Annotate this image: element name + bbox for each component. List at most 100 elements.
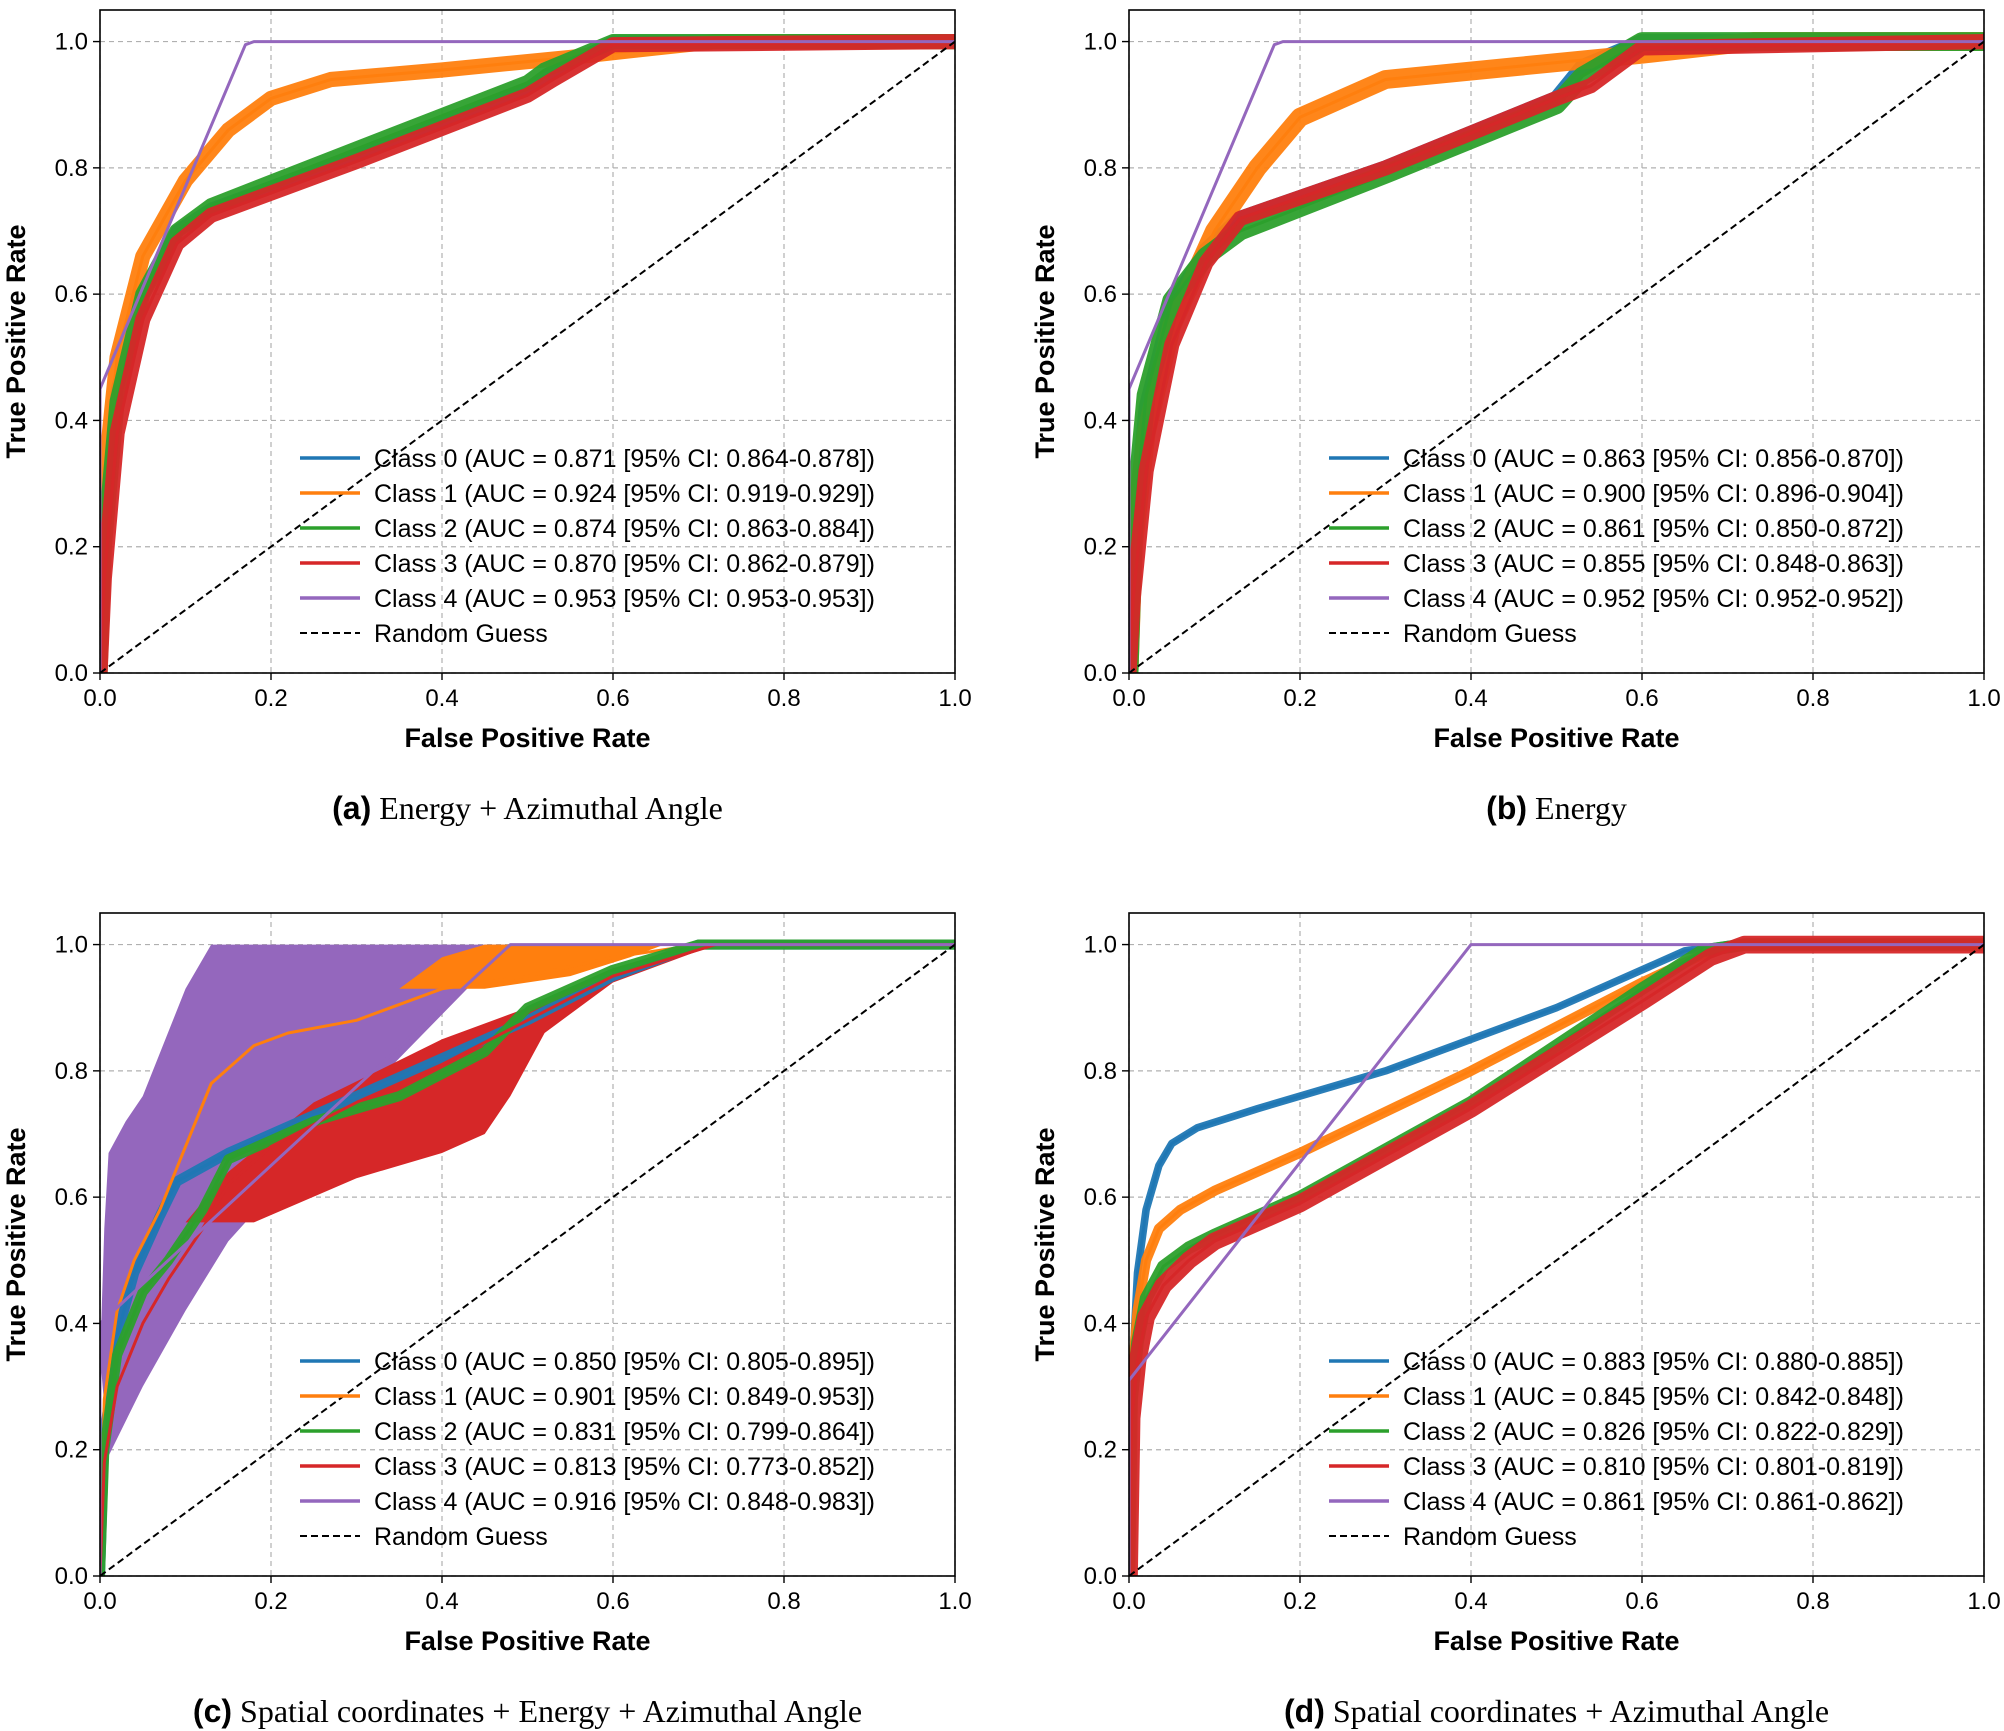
legend: Class 0 (AUC = 0.883 [95% CI: 0.880-0.88…	[1329, 1348, 1904, 1551]
legend-label: Class 2 (AUC = 0.874 [95% CI: 0.863-0.88…	[374, 515, 875, 543]
random-guess-line	[1129, 943, 1984, 1576]
x-tick-label: 0.2	[254, 1588, 287, 1615]
legend: Class 0 (AUC = 0.871 [95% CI: 0.864-0.87…	[300, 445, 875, 648]
x-tick-label: 0.2	[1283, 685, 1316, 712]
legend-label: Class 0 (AUC = 0.871 [95% CI: 0.864-0.87…	[374, 445, 875, 473]
legend-label: Class 1 (AUC = 0.901 [95% CI: 0.849-0.95…	[374, 1383, 875, 1411]
legend: Class 0 (AUC = 0.850 [95% CI: 0.805-0.89…	[300, 1348, 875, 1551]
x-tick-label: 0.6	[1625, 1588, 1658, 1615]
y-tick-label: 1.0	[55, 932, 88, 959]
ci-band-class-4	[100, 944, 955, 1457]
x-tick-label: 0.2	[1283, 1588, 1316, 1615]
x-axis-label: False Positive Rate	[404, 723, 650, 753]
panel-caption: (d) Spatial coordinates + Azimuthal Angl…	[1284, 1693, 1829, 1729]
ci-band-class-3	[185, 944, 716, 1223]
axes-frame	[99, 912, 956, 1577]
legend-label: Class 1 (AUC = 0.900 [95% CI: 0.896-0.90…	[1403, 480, 1904, 508]
roc-line-class-3	[1129, 943, 1984, 1576]
roc-line-class-2	[100, 943, 955, 1576]
y-tick-label: 0.4	[1084, 1310, 1117, 1337]
x-axis-label: False Positive Rate	[1433, 723, 1679, 753]
panel-caption: (b) Energy	[1486, 790, 1627, 826]
roc-panel-d: 0.0 0.2 0.4 0.6 0.8 1.0 0.0 0.2 0.4 0.6 0.8 1.0 Fals…	[1030, 912, 2001, 1729]
x-axis-label: False Positive Rate	[404, 1626, 650, 1656]
legend-label: Class 3 (AUC = 0.870 [95% CI: 0.862-0.87…	[374, 550, 875, 578]
caption-text: Spatial coordinates + Energy + Azimuthal…	[232, 1693, 862, 1729]
y-tick-label: 0.2	[55, 534, 88, 561]
legend-label: Random Guess	[374, 1523, 548, 1551]
x-tick-label: 0.0	[83, 1588, 116, 1615]
legend-label: Random Guess	[1403, 1523, 1577, 1551]
y-axis-label: True Positive Rate	[1, 224, 31, 458]
y-tick-label: 1.0	[1084, 29, 1117, 56]
roc-line-class-4	[1129, 40, 1984, 673]
random-guess-line	[100, 40, 955, 673]
caption-letter: (b)	[1486, 790, 1527, 826]
axes-frame	[1128, 912, 1985, 1577]
panel-caption: (a) Energy + Azimuthal Angle	[332, 790, 723, 826]
y-tick-label: 0.6	[1084, 281, 1117, 308]
ci-band-class-1	[399, 944, 665, 989]
x-tick-label: 0.6	[596, 1588, 629, 1615]
caption-letter: (c)	[193, 1693, 232, 1729]
x-tick-label: 0.6	[1625, 685, 1658, 712]
y-tick-label: 1.0	[1084, 932, 1117, 959]
y-tick-label: 0.8	[1084, 155, 1117, 182]
panel-caption: (c) Spatial coordinates + Energy + Azimu…	[193, 1693, 862, 1729]
random-guess-line	[100, 943, 955, 1576]
caption-letter: (a)	[332, 790, 371, 826]
legend-label: Class 3 (AUC = 0.813 [95% CI: 0.773-0.85…	[374, 1453, 875, 1481]
x-tick-label: 0.4	[1454, 1588, 1487, 1615]
y-tick-label: 0.4	[55, 407, 88, 434]
x-tick-label: 0.8	[1796, 685, 1829, 712]
y-tick-label: 0.4	[55, 1310, 88, 1337]
legend-label: Class 4 (AUC = 0.861 [95% CI: 0.861-0.86…	[1403, 1488, 1904, 1516]
x-axis-label: False Positive Rate	[1433, 1626, 1679, 1656]
y-tick-label: 0.0	[1084, 1563, 1117, 1590]
roc-line-class-2	[1129, 40, 1984, 673]
y-tick-label: 0.8	[55, 1058, 88, 1085]
legend-label: Class 1 (AUC = 0.845 [95% CI: 0.842-0.84…	[1403, 1383, 1904, 1411]
legend-label: Class 1 (AUC = 0.924 [95% CI: 0.919-0.92…	[374, 480, 875, 508]
legend-label: Class 3 (AUC = 0.810 [95% CI: 0.801-0.81…	[1403, 1453, 1904, 1481]
y-tick-label: 0.4	[1084, 407, 1117, 434]
x-tick-label: 1.0	[1967, 685, 2000, 712]
legend-label: Class 2 (AUC = 0.861 [95% CI: 0.850-0.87…	[1403, 515, 1904, 543]
legend: Class 0 (AUC = 0.863 [95% CI: 0.856-0.87…	[1329, 445, 1904, 648]
roc-line-class-0	[1129, 943, 1984, 1576]
y-tick-label: 0.8	[1084, 1058, 1117, 1085]
y-axis-label: True Positive Rate	[1, 1127, 31, 1361]
x-tick-label: 0.4	[425, 1588, 458, 1615]
plot-area	[100, 939, 955, 1576]
legend-label: Class 2 (AUC = 0.826 [95% CI: 0.822-0.82…	[1403, 1418, 1904, 1446]
caption-text: Energy	[1527, 790, 1627, 826]
x-tick-label: 1.0	[938, 1588, 971, 1615]
y-tick-label: 0.2	[55, 1437, 88, 1464]
x-tick-label: 0.0	[1112, 1588, 1145, 1615]
legend-label: Random Guess	[1403, 620, 1577, 648]
legend-label: Class 4 (AUC = 0.952 [95% CI: 0.952-0.95…	[1403, 585, 1904, 613]
y-tick-label: 0.6	[55, 1184, 88, 1211]
y-tick-label: 0.0	[1084, 660, 1117, 687]
y-tick-label: 1.0	[55, 29, 88, 56]
legend-label: Class 3 (AUC = 0.855 [95% CI: 0.848-0.86…	[1403, 550, 1904, 578]
caption-text: Energy + Azimuthal Angle	[371, 790, 723, 826]
y-tick-label: 0.8	[55, 155, 88, 182]
roc-line-class-3	[100, 943, 955, 1576]
caption-text: Spatial coordinates + Azimuthal Angle	[1325, 1693, 1829, 1729]
legend-label: Class 0 (AUC = 0.863 [95% CI: 0.856-0.87…	[1403, 445, 1904, 473]
legend-label: Random Guess	[374, 620, 548, 648]
roc-line-class-3	[1129, 40, 1984, 673]
plot-area	[100, 34, 955, 673]
x-tick-label: 0.0	[1112, 685, 1145, 712]
x-tick-label: 1.0	[1967, 1588, 2000, 1615]
x-tick-label: 0.6	[596, 685, 629, 712]
axes-frame	[1128, 9, 1985, 674]
random-guess-line	[1129, 40, 1984, 673]
roc-panel-c: 0.0 0.2 0.4 0.6 0.8 1.0 0.0 0.2 0.4 0.6 0.8 1.0 Fals…	[1, 912, 972, 1729]
roc-panel-b: 0.0 0.2 0.4 0.6 0.8 1.0 0.0 0.2 0.4 0.6 0.8 1.0 Fals…	[1030, 9, 2001, 826]
roc-line-class-3	[100, 40, 955, 673]
plot-area	[1129, 935, 1984, 1576]
roc-line-class-4	[100, 943, 955, 1576]
caption-letter: (d)	[1284, 1693, 1325, 1729]
